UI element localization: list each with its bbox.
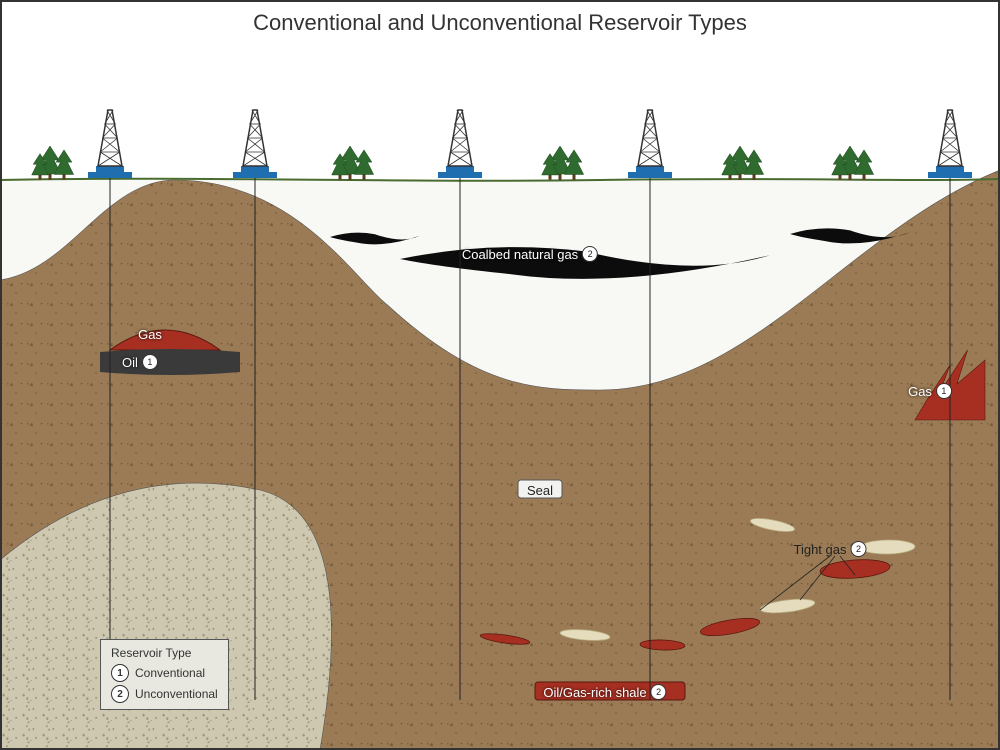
legend-num-1: 1 bbox=[111, 664, 129, 682]
label-text-oil_left: Oil bbox=[122, 355, 138, 370]
legend-text-2: Unconventional bbox=[135, 687, 218, 701]
label-num-tight: 2 bbox=[851, 541, 867, 557]
label-text-coalbed: Coalbed natural gas bbox=[462, 247, 578, 262]
label-shale: Oil/Gas-rich shale 2 bbox=[543, 684, 666, 700]
label-gas_right: Gas 1 bbox=[908, 383, 952, 399]
diagram-stage: Conventional and Unconventional Reservoi… bbox=[0, 0, 1000, 750]
label-num-coalbed: 2 bbox=[582, 246, 598, 262]
legend-row-2: 2 Unconventional bbox=[111, 685, 218, 703]
legend-num-2: 2 bbox=[111, 685, 129, 703]
legend-title: Reservoir Type bbox=[111, 646, 218, 660]
label-num-oil_left: 1 bbox=[142, 354, 158, 370]
label-tight: Tight gas 2 bbox=[794, 541, 867, 557]
label-text-seal: Seal bbox=[527, 483, 553, 498]
label-oil_left: Oil 1 bbox=[122, 354, 158, 370]
legend-row-1: 1 Conventional bbox=[111, 664, 218, 682]
label-text-shale: Oil/Gas-rich shale bbox=[543, 685, 646, 700]
label-seal: Seal bbox=[527, 483, 553, 498]
label-text-tight: Tight gas bbox=[794, 542, 847, 557]
diagram-svg bbox=[0, 0, 1000, 750]
label-text-gas_right: Gas bbox=[908, 384, 932, 399]
label-text-gas_left: Gas bbox=[138, 327, 162, 342]
legend-text-1: Conventional bbox=[135, 666, 205, 680]
diagram-title: Conventional and Unconventional Reservoi… bbox=[0, 10, 1000, 36]
label-coalbed: Coalbed natural gas 2 bbox=[462, 246, 598, 262]
label-num-gas_right: 1 bbox=[936, 383, 952, 399]
label-gas_left: Gas bbox=[138, 327, 162, 342]
label-num-shale: 2 bbox=[651, 684, 667, 700]
legend-box: Reservoir Type 1 Conventional 2 Unconven… bbox=[100, 639, 229, 710]
